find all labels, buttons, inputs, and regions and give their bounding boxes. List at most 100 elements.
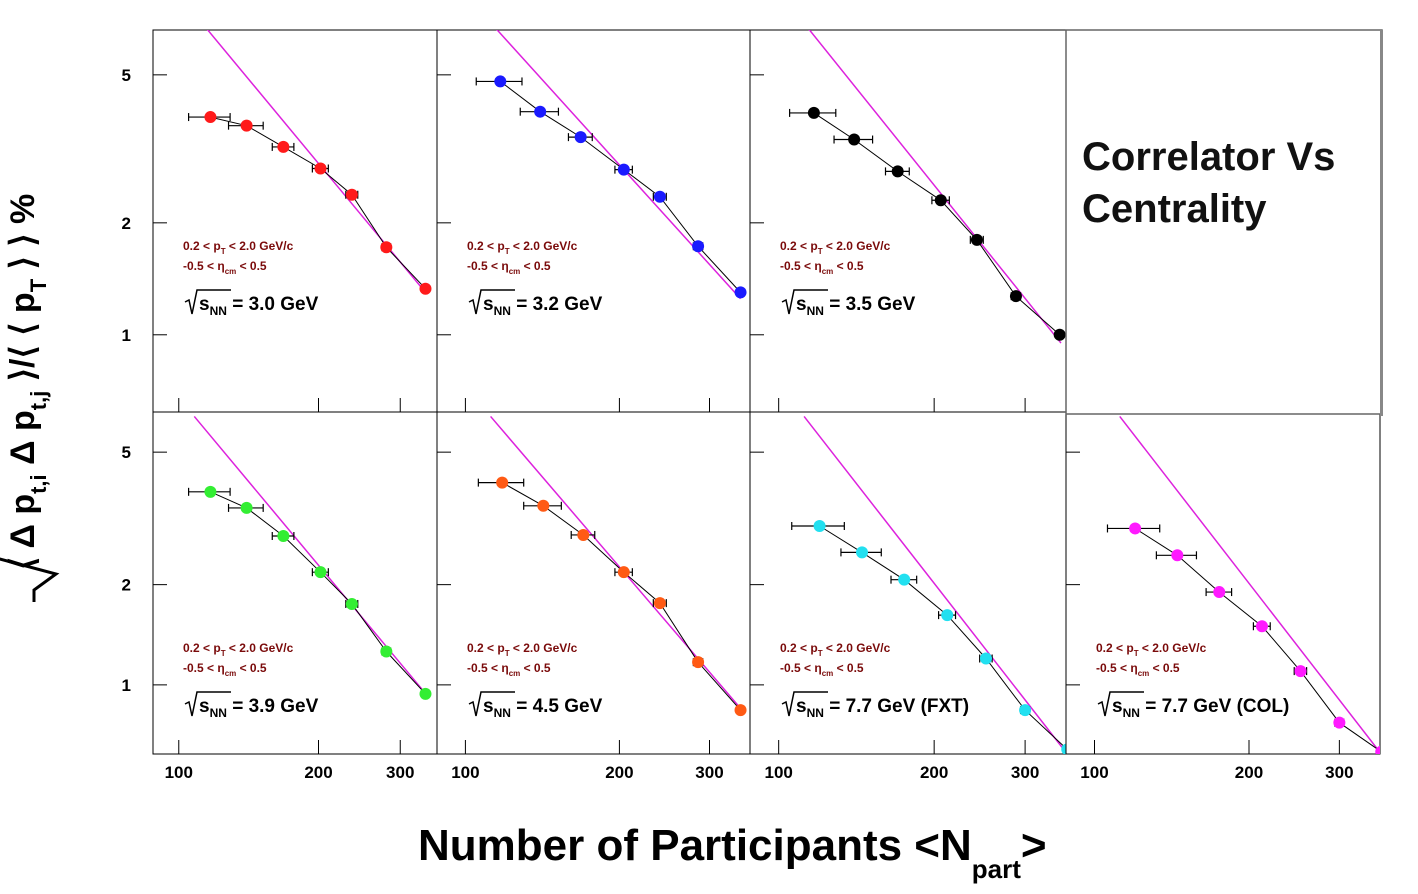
- energy-s: s: [483, 294, 494, 315]
- data-point: [277, 529, 290, 542]
- pt-cut-part: 0.2 < p: [183, 641, 221, 655]
- data-point: [617, 566, 630, 579]
- data-point: [1061, 743, 1066, 754]
- pt-cut-label: 0.2 < pT < 2.0 GeV/c: [467, 239, 578, 256]
- eta-cut-part: < 0.5: [833, 259, 864, 273]
- eta-cut-part: < 0.5: [520, 259, 551, 273]
- data-point: [807, 106, 820, 119]
- data-point: [240, 501, 253, 514]
- x-axis-label-end: >: [1021, 821, 1047, 870]
- energy-value: = 3.9 GeV: [227, 696, 319, 717]
- x-tick-label-200: 200: [605, 763, 633, 782]
- data-point: [314, 162, 327, 175]
- pt-cut-part: 0.2 < p: [467, 641, 505, 655]
- pt-cut-part: 0.2 < p: [467, 239, 505, 253]
- data-point: [692, 240, 705, 253]
- x-axis-label-sub: part: [972, 854, 1021, 884]
- chart-title-line2: Centrality: [1082, 187, 1267, 231]
- data-point: [813, 520, 826, 533]
- eta-cut-label: -0.5 < ηcm < 0.5: [467, 259, 551, 276]
- panel-frame: [1065, 411, 1381, 755]
- pt-cut-part: 0.2 < p: [1096, 641, 1134, 655]
- data-point: [419, 282, 432, 295]
- x-tick-label-300: 300: [386, 763, 414, 782]
- data-point: [734, 704, 747, 717]
- y-axis-label-part-1: t,i: [26, 474, 51, 494]
- x-tick-label-200: 200: [920, 763, 948, 782]
- data-point: [941, 609, 954, 622]
- eta-cut-label: -0.5 < ηcm < 0.5: [467, 661, 551, 678]
- energy-label: sNN = 3.0 GeV: [199, 294, 319, 318]
- y-axis-label-part-2: Δ p: [4, 410, 42, 474]
- pt-cut-part: 0.2 < p: [183, 239, 221, 253]
- energy-s: s: [199, 294, 210, 315]
- panel-frame: [436, 29, 751, 413]
- eta-cut-label: -0.5 < ηcm < 0.5: [780, 259, 864, 276]
- data-point: [574, 131, 587, 144]
- y-tick-label-5: 5: [122, 66, 131, 85]
- sqrt-symbol: [1097, 691, 1144, 717]
- sqrt-symbol: [184, 691, 231, 717]
- data-point: [1333, 716, 1346, 729]
- pt-cut-part: 0.2 < p: [780, 239, 818, 253]
- energy-sub: NN: [807, 304, 824, 318]
- energy-sub: NN: [494, 304, 511, 318]
- eta-cut-label: -0.5 < ηcm < 0.5: [1096, 661, 1180, 678]
- panel-frame: [152, 29, 438, 413]
- eta-cut-sub: cm: [509, 267, 521, 276]
- data-point: [934, 194, 947, 207]
- data-point: [345, 597, 358, 610]
- energy-sub: NN: [210, 304, 227, 318]
- data-point: [1213, 586, 1226, 599]
- title-box: Correlator Vs Centrality: [1065, 29, 1383, 416]
- pt-cut-part: < 2.0 GeV/c: [510, 641, 578, 655]
- energy-sub: NN: [210, 706, 227, 720]
- plot-area: [188, 30, 432, 295]
- eta-cut-label: -0.5 < ηcm < 0.5: [183, 661, 267, 678]
- panel-frame: [436, 411, 751, 755]
- energy-value: = 3.5 GeV: [824, 294, 916, 315]
- y-axis-label-part-4: ⟩/⟨ ⟨ p: [4, 292, 42, 390]
- y-axis-label-part-6: ⟩ ⟩ %: [4, 194, 42, 279]
- sqrt-symbol: [468, 691, 515, 717]
- data-point: [617, 163, 630, 176]
- data-point: [496, 476, 509, 489]
- y-tick-label-2: 2: [122, 214, 131, 233]
- data-point: [1053, 328, 1066, 341]
- eta-cut-part: -0.5 < η: [467, 661, 509, 675]
- data-point: [1129, 522, 1142, 535]
- pt-cut-part: 0.2 < p: [780, 641, 818, 655]
- eta-cut-sub: cm: [225, 267, 237, 276]
- panel-5: 100 200 300 0.2 < pT < 2.0 GeV/c -0.5 < ηcm …: [436, 411, 751, 782]
- eta-cut-label: -0.5 < ηcm < 0.5: [780, 661, 864, 678]
- y-axis-label-group: ⟨ Δ pt,i Δ pt,j ⟩/⟨ ⟨ pT ⟩ ⟩ %: [0, 194, 60, 602]
- energy-sub: NN: [807, 706, 824, 720]
- pt-cut-sub: T: [221, 649, 226, 658]
- data-point: [692, 656, 705, 669]
- energy-value: = 4.5 GeV: [511, 696, 603, 717]
- pt-cut-label: 0.2 < pT < 2.0 GeV/c: [780, 641, 891, 658]
- pt-cut-sub: T: [818, 649, 823, 658]
- panel-3: 0.2 < pT < 2.0 GeV/c-0.5 < ηcm < 0.5sNN …: [749, 29, 1067, 413]
- energy-s: s: [483, 696, 494, 717]
- plot-area: [791, 415, 1066, 754]
- energy-value: = 3.0 GeV: [227, 294, 319, 315]
- pt-cut-sub: T: [1134, 649, 1139, 658]
- data-point: [537, 499, 550, 512]
- sqrt-symbol: [781, 691, 828, 717]
- plot-area: [789, 30, 1066, 344]
- energy-label: sNN = 7.7 GeV (COL): [1112, 696, 1289, 720]
- panel-6: 100 200 300 0.2 < pT < 2.0 GeV/c -0.5 < ηcm …: [749, 411, 1067, 782]
- energy-value: = 7.7 GeV (COL): [1140, 696, 1289, 717]
- y-axis-label-part-3: t,j: [26, 391, 51, 411]
- energy-s: s: [796, 696, 807, 717]
- data-point: [314, 566, 327, 579]
- data-point: [419, 687, 432, 700]
- fit-line: [808, 30, 1062, 344]
- data-point: [1171, 549, 1184, 562]
- fit-line: [803, 415, 1066, 754]
- pt-cut-part: < 2.0 GeV/c: [226, 641, 294, 655]
- x-tick-label-300: 300: [1325, 763, 1353, 782]
- pt-cut-label: 0.2 < pT < 2.0 GeV/c: [780, 239, 891, 256]
- pt-cut-sub: T: [505, 649, 510, 658]
